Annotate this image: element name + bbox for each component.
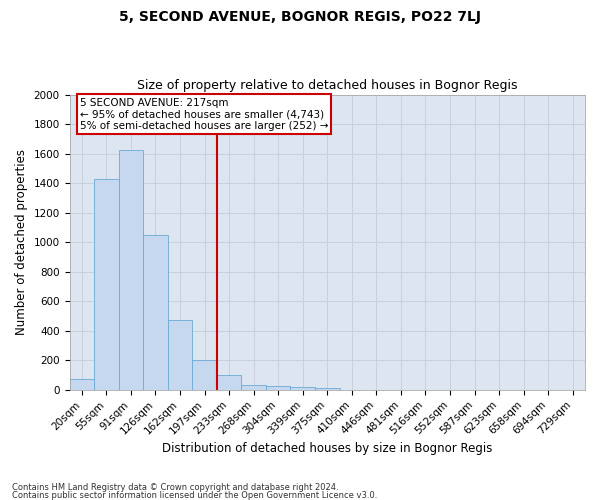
- Bar: [94, 180, 119, 390]
- Bar: [290, 387, 315, 390]
- Text: Contains public sector information licensed under the Open Government Licence v3: Contains public sector information licen…: [12, 490, 377, 500]
- Text: Contains HM Land Registry data © Crown copyright and database right 2024.: Contains HM Land Registry data © Crown c…: [12, 484, 338, 492]
- Bar: [241, 384, 266, 390]
- Bar: [70, 379, 94, 390]
- Y-axis label: Number of detached properties: Number of detached properties: [15, 149, 28, 335]
- Title: Size of property relative to detached houses in Bognor Regis: Size of property relative to detached ho…: [137, 79, 518, 92]
- X-axis label: Distribution of detached houses by size in Bognor Regis: Distribution of detached houses by size …: [162, 442, 493, 455]
- Bar: [168, 320, 192, 390]
- Bar: [217, 375, 241, 390]
- Bar: [315, 388, 340, 390]
- Bar: [192, 360, 217, 390]
- Text: 5 SECOND AVENUE: 217sqm
← 95% of detached houses are smaller (4,743)
5% of semi-: 5 SECOND AVENUE: 217sqm ← 95% of detache…: [80, 98, 328, 130]
- Text: 5, SECOND AVENUE, BOGNOR REGIS, PO22 7LJ: 5, SECOND AVENUE, BOGNOR REGIS, PO22 7LJ: [119, 10, 481, 24]
- Bar: [119, 150, 143, 390]
- Bar: [266, 386, 290, 390]
- Bar: [143, 235, 168, 390]
